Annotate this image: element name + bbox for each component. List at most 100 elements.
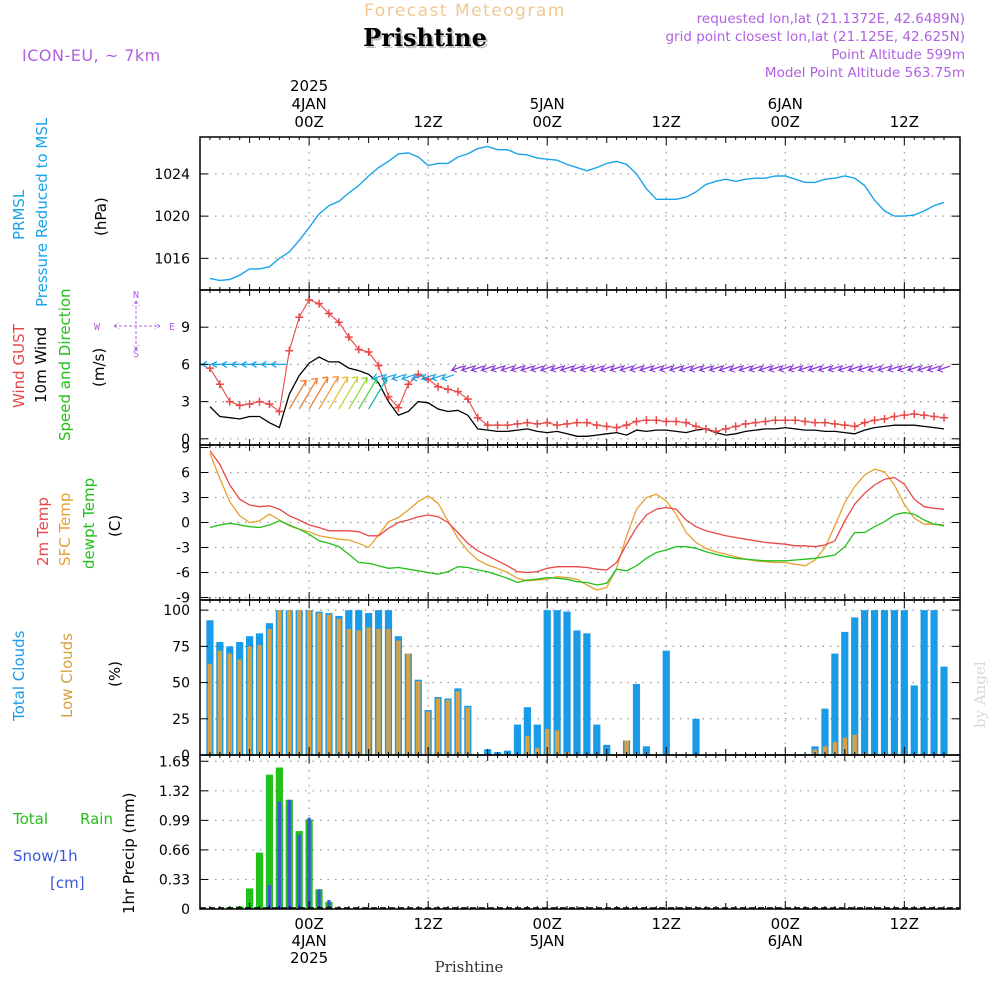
total-cloud-bar	[920, 610, 928, 755]
y-tick-label: 6	[181, 357, 190, 373]
gust-marker	[493, 421, 502, 430]
gust-marker	[453, 387, 462, 396]
total-cloud-bar	[553, 610, 561, 755]
low-cloud-bar	[445, 699, 451, 755]
gust-marker	[781, 416, 790, 425]
total-cloud-bar	[642, 746, 650, 755]
gust-marker	[731, 422, 740, 431]
total-cloud-bar	[583, 633, 591, 755]
wind-arrow	[348, 376, 369, 410]
gust-marker	[235, 401, 244, 410]
total-cloud-bar	[900, 610, 908, 755]
time-label-top: 6JAN	[768, 95, 803, 113]
compass-n: N	[133, 290, 139, 301]
wind-arrow	[430, 373, 445, 382]
low-cloud-bar	[237, 659, 242, 755]
time-label-top: 00Z	[533, 113, 562, 131]
gust-marker	[890, 412, 899, 421]
data-layer	[199, 145, 960, 909]
low-cloud-bar	[406, 653, 411, 755]
y-tick-label: -6	[176, 566, 190, 582]
gust-marker	[324, 309, 333, 318]
compass-arrows	[113, 300, 161, 351]
time-label-bottom: 12Z	[413, 915, 442, 933]
y-tick-label: 6	[181, 466, 190, 482]
pct-label: (%)	[106, 661, 124, 687]
time-label-top: 12Z	[652, 113, 681, 131]
total-cloud-bar	[831, 653, 839, 755]
low-cloud-bar	[316, 613, 322, 755]
gust-marker	[662, 417, 671, 426]
wind-arrow	[648, 364, 663, 373]
y-tick-label: 1.32	[159, 784, 190, 800]
low-cloud-bar	[425, 711, 431, 755]
gust-marker	[741, 419, 750, 428]
wind-arrow	[618, 364, 633, 373]
gust-marker	[830, 419, 839, 428]
gust-marker	[275, 407, 284, 416]
time-label-bottom: 6JAN	[768, 932, 803, 950]
wind-arrow	[866, 364, 881, 373]
time-label-bottom: 4JAN	[292, 932, 327, 950]
snow-bar	[297, 834, 301, 909]
low-cloud-bar	[416, 681, 421, 755]
model-label: ICON-EU, ~ 7km	[22, 46, 161, 65]
gust-marker	[205, 364, 214, 373]
gust-marker	[354, 345, 363, 354]
low-cloud-bar	[366, 627, 371, 755]
wind-arrow	[608, 364, 623, 373]
y-tick-label: -3	[176, 541, 190, 557]
gust-marker	[632, 417, 641, 426]
wind-arrow	[807, 364, 822, 373]
compass-rose: N S W E	[94, 290, 175, 360]
wind-arrow	[549, 364, 564, 373]
c-label: (C)	[106, 515, 124, 537]
low-cloud-bar	[535, 747, 540, 755]
gust-marker	[404, 380, 413, 389]
gust-marker	[840, 421, 849, 430]
gust-marker	[434, 382, 443, 391]
total-cloud-bar	[861, 610, 869, 755]
gust-marker	[820, 418, 829, 427]
y-tick-label: 0	[181, 432, 190, 448]
wind-arrow	[906, 364, 921, 373]
total-cloud-bar	[930, 610, 938, 755]
snow-bar	[277, 801, 281, 909]
low-cloud-bar	[326, 614, 332, 755]
prmsl-desc-label: Pressure Reduced to MSL	[33, 117, 51, 307]
low-cloud-bar	[227, 653, 232, 755]
total-cloud-bar	[692, 718, 700, 755]
wind-arrow	[450, 364, 465, 373]
time-label-bottom: 2025	[290, 949, 328, 967]
low-cloud-bar	[455, 691, 461, 755]
wind10-label: 10m Wind	[32, 327, 50, 403]
wind-arrow	[668, 364, 683, 373]
gust-marker	[334, 318, 343, 327]
wind-arrow	[358, 377, 378, 410]
gust-marker	[652, 416, 661, 425]
gust-marker	[394, 403, 403, 412]
wind-arrow	[559, 364, 574, 373]
low-cloud-bar	[624, 740, 629, 755]
point-altitude: Point Altitude 599m	[831, 47, 965, 63]
wind-arrow	[817, 364, 832, 373]
watermark: by Angel	[971, 661, 989, 728]
wind-arrow	[298, 377, 318, 410]
low-cloud-bar	[257, 644, 262, 755]
gust-marker	[384, 392, 393, 401]
snow-bar	[287, 799, 291, 909]
low-cloud-bar	[267, 628, 272, 755]
wind-arrow	[737, 364, 752, 373]
low-cloud-bar	[525, 736, 530, 755]
pressure-line	[209, 145, 945, 282]
wind-arrow	[308, 376, 329, 410]
wind-arrow	[460, 364, 475, 373]
gust-label: Wind GUST	[10, 323, 28, 408]
total-cloud-bar	[890, 610, 898, 755]
wind-arrow	[489, 364, 504, 373]
low-cloud-bar	[554, 730, 560, 755]
chart-title: Forecast Meteogram	[364, 1, 566, 21]
wind-arrow	[338, 376, 359, 410]
gust-marker	[295, 313, 304, 322]
gust-marker	[444, 385, 452, 394]
